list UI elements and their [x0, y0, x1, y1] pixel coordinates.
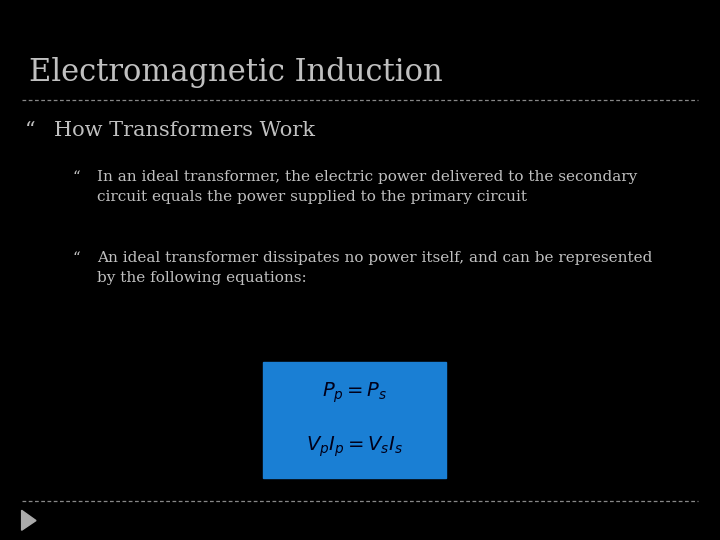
Text: An ideal transformer dissipates no power itself, and can be represented
by the f: An ideal transformer dissipates no power…	[97, 251, 652, 285]
Polygon shape	[22, 510, 36, 530]
Text: In an ideal transformer, the electric power delivered to the secondary
circuit e: In an ideal transformer, the electric po…	[97, 170, 637, 204]
Text: $V_pI_p = V_sI_s$: $V_pI_p = V_sI_s$	[306, 434, 403, 459]
Text: How Transformers Work: How Transformers Work	[54, 122, 315, 140]
Text: “: “	[72, 251, 80, 265]
Text: $P_p = P_s$: $P_p = P_s$	[322, 381, 387, 406]
FancyBboxPatch shape	[263, 362, 446, 478]
Text: “: “	[25, 122, 36, 140]
Text: “: “	[72, 170, 80, 184]
Text: Electromagnetic Induction: Electromagnetic Induction	[29, 57, 443, 87]
